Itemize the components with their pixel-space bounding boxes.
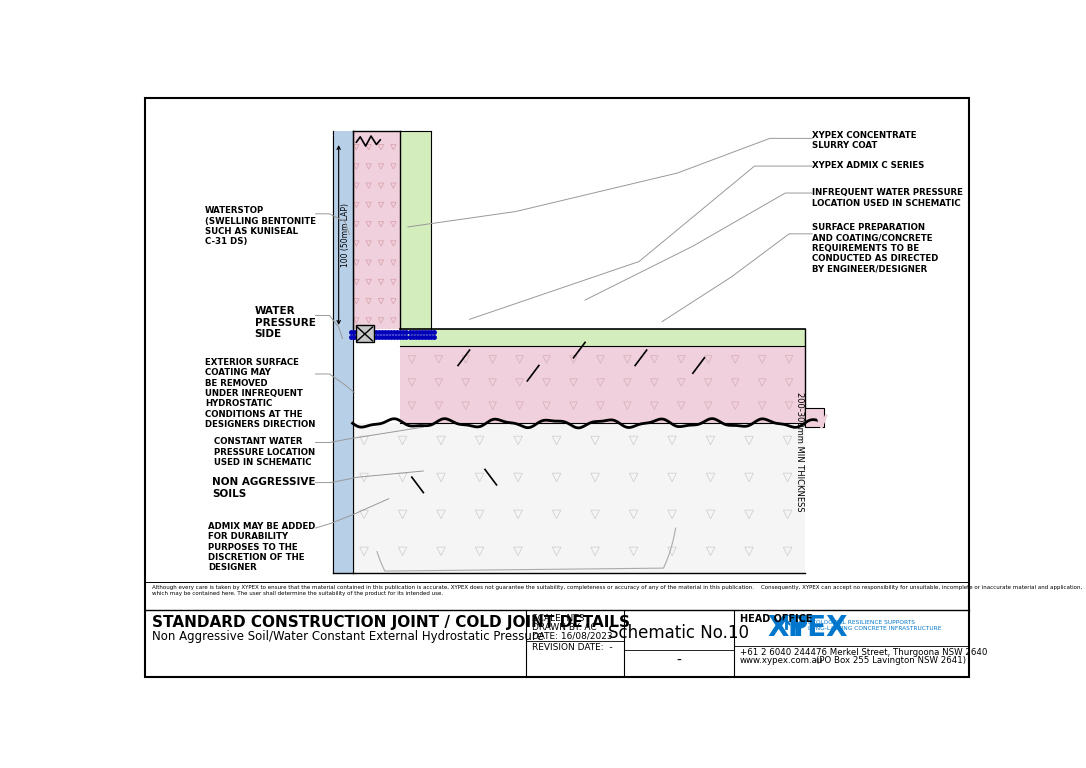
Bar [401, 329, 805, 346]
Bar [333, 131, 353, 574]
Bar [353, 131, 401, 329]
Text: REVISION DATE:  -: REVISION DATE: - [532, 643, 613, 652]
Text: ®: ® [806, 614, 813, 623]
Text: Schematic No.10: Schematic No.10 [608, 624, 749, 642]
Bar [353, 423, 805, 574]
Text: WATER
PRESSURE
SIDE: WATER PRESSURE SIDE [255, 306, 316, 339]
Text: ECOLOGICAL RESILIENCE SUPPORTS: ECOLOGICAL RESILIENCE SUPPORTS [808, 621, 915, 625]
Text: DATE: 16/08/2023: DATE: 16/08/2023 [532, 631, 613, 641]
Bar [355, 326, 374, 343]
Text: WATERSTOP
(SWELLING BENTONITE
SUCH AS KUNISEAL
C-31 DS): WATERSTOP (SWELLING BENTONITE SUCH AS KU… [204, 206, 316, 247]
Bar [401, 346, 805, 423]
Text: -: - [677, 654, 681, 668]
Bar [401, 131, 431, 329]
Text: SCALE: NTS: SCALE: NTS [532, 614, 584, 623]
Text: Non Aggressive Soil/Water Constant External Hydrostatic Pressure: Non Aggressive Soil/Water Constant Exter… [152, 631, 544, 644]
Text: CONSTANT WATER
PRESSURE LOCATION
USED IN SCHEMATIC: CONSTANT WATER PRESSURE LOCATION USED IN… [214, 437, 316, 467]
Text: (PO Box 255 Lavington NSW 2641): (PO Box 255 Lavington NSW 2641) [816, 656, 967, 665]
Text: LONG-LASTING CONCRETE INFRASTRUCTURE: LONG-LASTING CONCRETE INFRASTRUCTURE [808, 626, 942, 631]
Text: DRAWN BY: AC: DRAWN BY: AC [532, 623, 596, 632]
Text: 100 (50mm LAP): 100 (50mm LAP) [341, 203, 350, 267]
Text: INFREQUENT WATER PRESSURE
LOCATION USED IN SCHEMATIC: INFREQUENT WATER PRESSURE LOCATION USED … [812, 188, 963, 208]
Text: EXTERIOR SURFACE
COATING MAY
BE REMOVED
UNDER INFREQUENT
HYDROSTATIC
CONDITIONS : EXTERIOR SURFACE COATING MAY BE REMOVED … [205, 358, 316, 429]
Text: 76 Merkel Street, Thurgoona NSW 2640: 76 Merkel Street, Thurgoona NSW 2640 [816, 648, 987, 657]
Text: SURFACE PREPARATION
AND COATING/CONCRETE
REQUIREMENTS TO BE
CONDUCTED AS DIRECTE: SURFACE PREPARATION AND COATING/CONCRETE… [812, 223, 938, 273]
Text: XYPEX ADMIX C SERIES: XYPEX ADMIX C SERIES [812, 161, 924, 170]
Text: PEX: PEX [788, 614, 848, 642]
Text: XY: XY [767, 614, 809, 642]
Text: ADMIX MAY BE ADDED
FOR DURABILITY
PURPOSES TO THE
DISCRETION OF THE
DESIGNER: ADMIX MAY BE ADDED FOR DURABILITY PURPOS… [209, 521, 316, 572]
Bar [333, 131, 353, 574]
Text: +61 2 6040 2444: +61 2 6040 2444 [740, 648, 816, 657]
Text: HEAD OFFICE: HEAD OFFICE [740, 614, 812, 624]
Text: NON AGGRESSIVE
SOILS: NON AGGRESSIVE SOILS [212, 477, 316, 498]
Text: XYPEX CONCENTRATE
SLURRY COAT: XYPEX CONCENTRATE SLURRY COAT [812, 131, 917, 150]
Text: STANDARD CONSTRUCTION JOINT / COLD JOINT DETAILS: STANDARD CONSTRUCTION JOINT / COLD JOINT… [152, 615, 630, 630]
Text: Although every care is taken by XYPEX to ensure that the material contained in t: Although every care is taken by XYPEX to… [152, 585, 1083, 596]
Text: www.xypex.com.au: www.xypex.com.au [740, 656, 823, 665]
Polygon shape [805, 408, 824, 427]
Text: 200-300mm MIN THICKNESS: 200-300mm MIN THICKNESS [795, 392, 804, 511]
